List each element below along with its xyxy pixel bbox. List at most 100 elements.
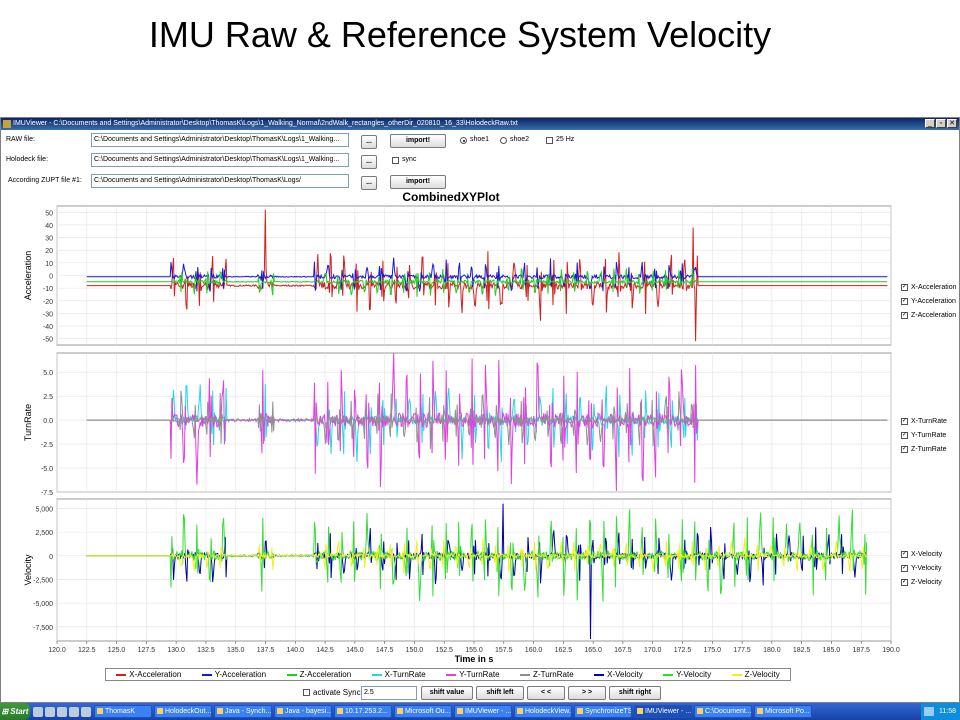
legend-swatch (594, 673, 605, 676)
y-turnrate-legend-label: Y-TurnRate (911, 432, 947, 439)
shift-right-button[interactable]: shift right (609, 686, 661, 700)
start-button[interactable]: ⊞ Start (0, 703, 30, 720)
imu-viewer-window: IMUViewer - C:\Documents and Settings\Ad… (0, 117, 960, 703)
x-velocity-checkbox[interactable]: ✓ (901, 551, 908, 558)
taskbar-item[interactable]: Microsoft Ou... (394, 705, 452, 718)
media-icon[interactable] (57, 706, 67, 717)
taskbar-item[interactable]: IMUViewer - ... (454, 705, 512, 718)
x-tick-label: 175.0 (704, 647, 722, 654)
x-turnrate-checkbox[interactable]: ✓ (901, 418, 908, 425)
holodeck-file-label: Holodeck file: (6, 156, 49, 163)
taskbar-item[interactable]: Java - Synch... (214, 705, 272, 718)
x-tick-label: 162.5 (555, 647, 573, 654)
taskbar-item[interactable]: C:\Document... (694, 705, 752, 718)
x-tick-label: 130.0 (167, 647, 185, 654)
taskbar-item[interactable]: HolodeckOut... (154, 705, 212, 718)
show-desktop-icon[interactable] (33, 706, 43, 717)
sync-value-input[interactable]: 2.5 (361, 686, 417, 700)
app-icon (3, 120, 11, 128)
x-tick-label: 140.0 (287, 647, 305, 654)
raw-file-label: RAW file: (6, 136, 35, 143)
y-tick-label: -7.5 (41, 490, 53, 497)
sync-controls: activate Sync 2.5 shift value shift left… (1, 685, 960, 701)
legend-swatch (446, 673, 457, 676)
browser-icon[interactable] (45, 706, 55, 717)
y-tick-label: -10 (43, 286, 53, 293)
taskbar-item[interactable]: ThomasK (94, 705, 152, 718)
shift-value-button[interactable]: shift value (421, 686, 473, 700)
zupt-file-label: According ZUPT file #1: (8, 177, 82, 184)
zupt-file-field[interactable]: C:\Documents and Settings\Administrator\… (91, 174, 349, 188)
x-tick-label: 145.0 (346, 647, 364, 654)
y-tick-label: 50 (45, 210, 53, 217)
x-tick-label: 122.5 (78, 647, 96, 654)
z-velocity-series (86, 537, 867, 574)
x-tick-label: 172.5 (674, 647, 692, 654)
activate-sync-checkbox[interactable] (303, 689, 310, 696)
legend-label: Y-Velocity (676, 670, 712, 679)
quick-launch (33, 706, 91, 717)
legend-label: Y-TurnRate (459, 670, 500, 679)
firefox-icon[interactable] (81, 706, 91, 717)
prev-button[interactable]: < < (527, 686, 565, 700)
x-tick-label: 127.5 (138, 647, 156, 654)
shift-left-button[interactable]: shift left (476, 686, 524, 700)
taskbar-item[interactable]: HolodeckView... (514, 705, 572, 718)
legend-label: Z-Velocity (744, 670, 780, 679)
zupt-browse-button[interactable]: ... (361, 176, 377, 190)
taskbar-item[interactable]: SynchronizeTS (574, 705, 632, 718)
raw-import-button[interactable]: import! (390, 134, 446, 148)
y-tick-label: 2,500 (35, 530, 53, 537)
x-velocity-series (86, 503, 867, 640)
taskbar: ⊞ Start ThomasK HolodeckOut... Java - Synch… (0, 703, 960, 720)
x-tick-label: 190.0 (882, 647, 900, 654)
task-buttons: ThomasK HolodeckOut... Java - Synch... Java… (94, 705, 814, 718)
holodeck-file-field[interactable]: C:\Documents and Settings\Administrator\… (91, 153, 349, 167)
x-tick-label: 142.5 (316, 647, 334, 654)
x-acceleration-checkbox[interactable]: ✓ (901, 284, 908, 291)
minimize-button[interactable]: _ (925, 119, 935, 128)
y-tick-label: 20 (45, 248, 53, 255)
shoe1-radio[interactable] (460, 137, 467, 144)
legend-swatch (201, 673, 212, 676)
shoe2-radio[interactable] (500, 137, 507, 144)
legend-item: Z-Acceleration (286, 670, 351, 679)
window-titlebar[interactable]: IMUViewer - C:\Documents and Settings\Ad… (1, 118, 959, 130)
taskbar-item[interactable]: 10.17.253.2... (334, 705, 392, 718)
close-button[interactable]: ✕ (947, 119, 957, 128)
mail-icon[interactable] (69, 706, 79, 717)
hz-checkbox[interactable] (546, 137, 553, 144)
holodeck-browse-button[interactable]: ... (361, 155, 377, 169)
legend-label: Y-Acceleration (214, 670, 267, 679)
combined-xy-plot[interactable]: 50 40 30 20 10 0 -10 -20 -30 -40 -50 Acceleration 5.… (1, 118, 959, 666)
legend-item: Y-Velocity (663, 670, 711, 679)
taskbar-item[interactable]: Microsoft Po... (754, 705, 812, 718)
windows-logo-icon: ⊞ (1, 707, 9, 716)
z-velocity-checkbox[interactable]: ✓ (901, 579, 908, 586)
y-tick-label: -2.5 (41, 442, 53, 449)
y-tick-label: 2.5 (43, 394, 53, 401)
legend-swatch (286, 673, 297, 676)
y-velocity-checkbox[interactable]: ✓ (901, 565, 908, 572)
sync-checkbox[interactable] (392, 157, 399, 164)
restore-button[interactable]: ▫ (936, 119, 946, 128)
y-tick-label: 0.0 (43, 418, 53, 425)
z-acceleration-checkbox[interactable]: ✓ (901, 312, 908, 319)
y-acceleration-checkbox[interactable]: ✓ (901, 298, 908, 305)
next-button[interactable]: > > (568, 686, 606, 700)
y-tick-label: 30 (45, 236, 53, 243)
zupt-import-button[interactable]: import! (390, 175, 446, 189)
y-velocity-legend-label: Y-Velocity (911, 565, 942, 572)
legend-item: Z-TurnRate (520, 670, 574, 679)
z-turnrate-checkbox[interactable]: ✓ (901, 446, 908, 453)
raw-file-field[interactable]: C:\Documents and Settings\Administrator\… (91, 133, 349, 147)
x-axis-label: Time in s (455, 654, 494, 664)
y-axis-label: Acceleration (23, 251, 33, 301)
raw-browse-button[interactable]: ... (361, 135, 377, 149)
taskbar-item[interactable]: Java - bayesi... (274, 705, 332, 718)
y-tick-label: -50 (43, 337, 53, 344)
taskbar-item[interactable]: IMUViewer - ... (634, 705, 692, 718)
z-acceleration-series (86, 268, 888, 297)
x-tick-label: 185.0 (823, 647, 841, 654)
y-turnrate-checkbox[interactable]: ✓ (901, 432, 908, 439)
